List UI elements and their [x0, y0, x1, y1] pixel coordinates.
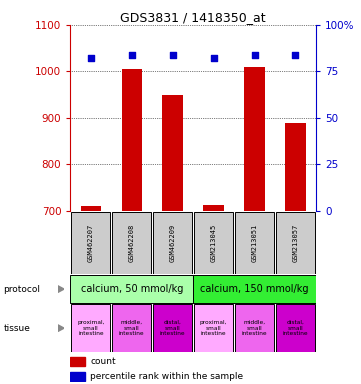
Polygon shape: [58, 286, 64, 293]
Text: GSM213051: GSM213051: [252, 223, 257, 262]
Point: [211, 55, 217, 61]
Bar: [203, 205, 224, 211]
FancyBboxPatch shape: [112, 305, 151, 352]
FancyBboxPatch shape: [193, 275, 316, 303]
Point: [252, 51, 257, 58]
Bar: [70, 372, 85, 381]
Text: calcium, 50 mmol/kg: calcium, 50 mmol/kg: [81, 284, 183, 294]
FancyBboxPatch shape: [235, 305, 274, 352]
Bar: [162, 95, 183, 211]
Text: distal,
small
intestine: distal, small intestine: [160, 320, 186, 336]
Text: percentile rank within the sample: percentile rank within the sample: [90, 372, 243, 381]
Text: tissue: tissue: [4, 324, 30, 333]
Text: distal,
small
intestine: distal, small intestine: [283, 320, 308, 336]
Text: protocol: protocol: [4, 285, 40, 294]
FancyBboxPatch shape: [153, 212, 192, 273]
Bar: [285, 122, 306, 211]
Text: middle,
small
intestine: middle, small intestine: [119, 320, 144, 336]
FancyBboxPatch shape: [276, 212, 315, 273]
Text: count: count: [90, 357, 116, 366]
Text: GSM462209: GSM462209: [170, 223, 176, 262]
Text: middle,
small
intestine: middle, small intestine: [242, 320, 267, 336]
Bar: [244, 67, 265, 211]
Text: proximal,
small
intestine: proximal, small intestine: [200, 320, 227, 336]
Bar: [81, 206, 101, 211]
FancyBboxPatch shape: [235, 212, 274, 273]
Text: calcium, 150 mmol/kg: calcium, 150 mmol/kg: [200, 284, 309, 294]
FancyBboxPatch shape: [71, 212, 110, 273]
Point: [170, 51, 175, 58]
FancyBboxPatch shape: [153, 305, 192, 352]
Text: GSM213057: GSM213057: [292, 223, 299, 262]
Bar: [70, 358, 85, 366]
Point: [88, 55, 94, 61]
FancyBboxPatch shape: [70, 275, 193, 303]
Text: GSM213045: GSM213045: [210, 223, 217, 262]
Point: [129, 51, 135, 58]
Bar: [122, 69, 142, 211]
FancyBboxPatch shape: [112, 212, 151, 273]
Polygon shape: [58, 325, 64, 331]
Text: proximal,
small
intestine: proximal, small intestine: [77, 320, 105, 336]
FancyBboxPatch shape: [194, 212, 233, 273]
Title: GDS3831 / 1418350_at: GDS3831 / 1418350_at: [120, 11, 266, 24]
FancyBboxPatch shape: [194, 305, 233, 352]
Text: GSM462207: GSM462207: [88, 223, 94, 262]
Text: GSM462208: GSM462208: [129, 223, 135, 262]
FancyBboxPatch shape: [276, 305, 315, 352]
Point: [292, 51, 298, 58]
FancyBboxPatch shape: [71, 305, 110, 352]
